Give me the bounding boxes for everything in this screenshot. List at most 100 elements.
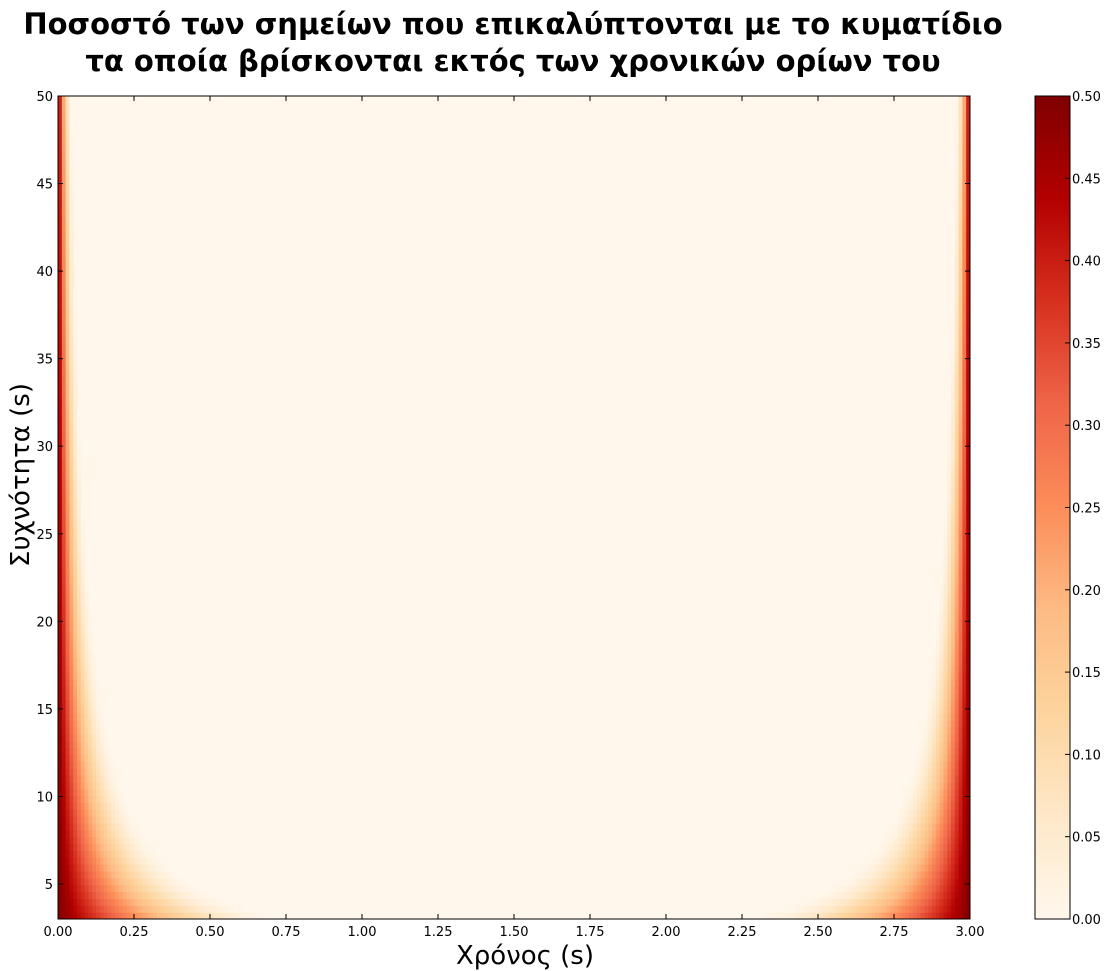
heatmap-cell <box>932 672 937 680</box>
heatmap-cell <box>65 898 70 906</box>
heatmap-cell <box>77 761 82 769</box>
heatmap-cell <box>61 329 67 337</box>
heatmap-cell <box>928 822 933 831</box>
heatmap-cell <box>92 884 97 893</box>
heatmap-cell <box>84 582 89 591</box>
heatmap-cell <box>65 685 70 694</box>
heatmap-cell <box>859 877 865 886</box>
heatmap-cell <box>111 761 116 769</box>
heatmap-cell <box>115 774 120 783</box>
heatmap-cell <box>187 905 192 913</box>
heatmap-cell <box>935 870 941 879</box>
heatmap-cell <box>210 912 215 919</box>
heatmap-cell <box>58 630 63 639</box>
heatmap-cell <box>77 466 82 474</box>
heatmap-cell <box>183 905 188 913</box>
heatmap-cell <box>77 445 82 454</box>
heatmap-cell <box>954 384 960 392</box>
heatmap-cell <box>897 870 903 879</box>
heatmap-cell <box>890 850 895 858</box>
heatmap-cell <box>882 905 887 913</box>
heatmap-cell <box>107 836 112 845</box>
heatmap-cell <box>92 829 97 838</box>
heatmap-cell <box>939 802 944 810</box>
heatmap-cell <box>928 768 933 776</box>
heatmap-cell <box>160 898 165 906</box>
heatmap-cell <box>88 816 93 824</box>
heatmap-cell <box>111 802 116 810</box>
heatmap-cell <box>58 898 63 906</box>
heatmap-cell <box>966 521 970 529</box>
heatmap-cell <box>88 788 93 797</box>
heatmap-cell <box>84 857 89 865</box>
heatmap-cell <box>84 596 89 605</box>
heatmap-cell <box>134 850 139 858</box>
heatmap-cell <box>924 816 929 824</box>
heatmap-cell <box>229 905 234 913</box>
heatmap-cell <box>924 843 929 852</box>
heatmap-cell <box>69 822 74 831</box>
colorbar-tick-label: 0.15 <box>1072 666 1101 681</box>
heatmap-cell <box>58 233 63 241</box>
heatmap-cell <box>65 473 70 481</box>
heatmap-cell <box>65 589 70 598</box>
heatmap-cell <box>939 912 944 919</box>
heatmap-cell <box>924 877 929 886</box>
heatmap-cell <box>814 912 819 919</box>
heatmap-cell <box>837 905 842 913</box>
heatmap-cell <box>962 747 967 755</box>
heatmap-cell <box>966 658 970 666</box>
heatmap-cell <box>65 253 70 262</box>
heatmap-cell <box>61 96 67 104</box>
heatmap-cell <box>958 740 963 749</box>
heatmap-cell <box>962 233 967 241</box>
heatmap-cell <box>913 864 918 872</box>
heatmap-cell <box>924 870 929 879</box>
heatmap-cell <box>80 555 86 563</box>
heatmap-cell <box>118 905 124 913</box>
heatmap-cell <box>962 596 967 605</box>
heatmap-cell <box>924 740 929 749</box>
heatmap-cell <box>77 555 82 563</box>
heatmap-cell <box>77 829 82 838</box>
heatmap-cell <box>966 562 970 570</box>
heatmap-cell <box>966 569 970 577</box>
heatmap-cell <box>935 644 941 653</box>
heatmap-cell <box>69 864 74 872</box>
heatmap-cell <box>935 816 941 824</box>
heatmap-cell <box>80 624 86 632</box>
heatmap-cell <box>77 541 82 550</box>
heatmap-cell <box>58 891 63 900</box>
heatmap-cell <box>61 390 67 399</box>
heatmap-cell <box>259 912 264 919</box>
heatmap-cell <box>951 514 956 522</box>
heatmap-cell <box>58 411 63 419</box>
heatmap-cell <box>179 884 184 893</box>
heatmap-cell <box>73 315 78 323</box>
heatmap-cell <box>958 596 963 605</box>
heatmap-cell <box>58 809 63 817</box>
heatmap-cell <box>73 555 78 563</box>
heatmap-cell <box>882 891 887 900</box>
heatmap-cell <box>837 898 842 906</box>
heatmap-cell <box>962 322 967 330</box>
heatmap-cell <box>96 761 101 769</box>
heatmap-cell <box>954 905 960 913</box>
x-tick-label: 1.50 <box>500 925 529 940</box>
heatmap-cell <box>84 617 89 625</box>
heatmap-cell <box>909 877 914 886</box>
heatmap-cell <box>65 836 70 845</box>
heatmap-cell <box>134 864 139 872</box>
heatmap-cell <box>80 507 86 515</box>
heatmap-cell <box>96 870 101 879</box>
heatmap-cell <box>69 137 74 145</box>
heatmap-cell <box>65 144 70 152</box>
heatmap-cell <box>939 644 944 653</box>
heatmap-cell <box>73 877 78 886</box>
heatmap-cell <box>69 102 74 111</box>
heatmap-cell <box>935 747 941 755</box>
heatmap-cell <box>951 288 956 296</box>
heatmap-cell <box>58 130 63 138</box>
heatmap-cell <box>928 912 933 919</box>
heatmap-cell <box>69 473 74 481</box>
